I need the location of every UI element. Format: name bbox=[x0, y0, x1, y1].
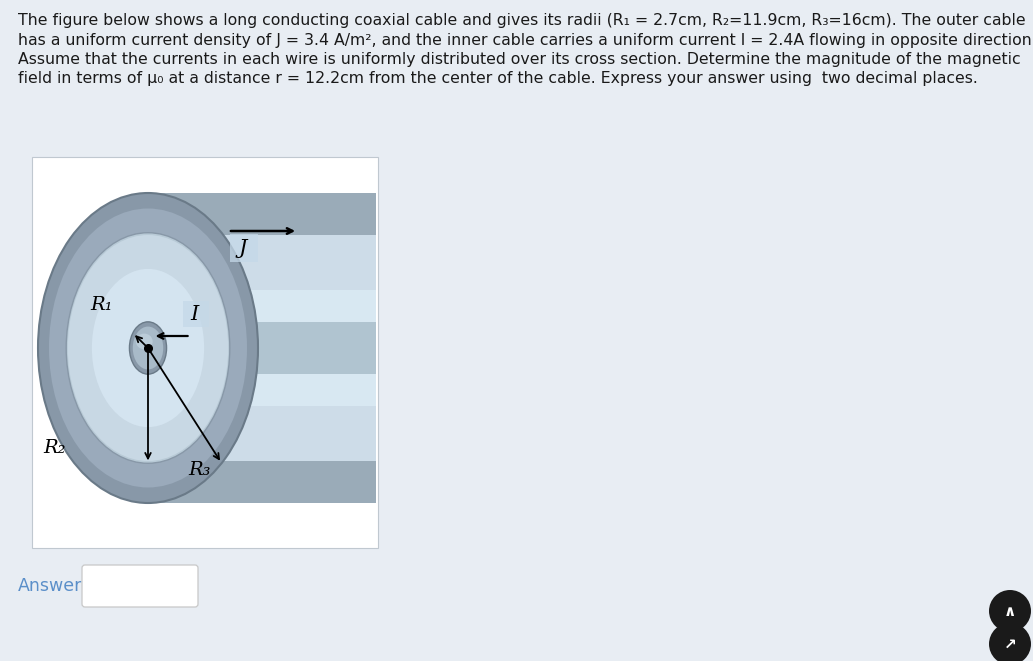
Text: ∧: ∧ bbox=[1004, 603, 1016, 619]
Ellipse shape bbox=[66, 233, 229, 463]
Ellipse shape bbox=[49, 208, 247, 488]
Text: The figure below shows a long conducting coaxial cable and gives its radii (R₁ =: The figure below shows a long conducting… bbox=[18, 13, 1026, 28]
Text: J: J bbox=[239, 239, 247, 258]
Bar bbox=[148, 325, 376, 371]
Text: R₂: R₂ bbox=[43, 440, 65, 457]
Bar bbox=[32, 157, 378, 548]
Ellipse shape bbox=[68, 235, 228, 461]
Ellipse shape bbox=[129, 322, 166, 374]
Text: has a uniform current density of J = 3.4 A/m², and the inner cable carries a uni: has a uniform current density of J = 3.4… bbox=[18, 32, 1033, 48]
Ellipse shape bbox=[92, 269, 205, 427]
Bar bbox=[148, 323, 376, 373]
Text: I: I bbox=[190, 305, 198, 323]
Text: R₁: R₁ bbox=[90, 296, 113, 314]
Bar bbox=[148, 235, 376, 461]
Circle shape bbox=[989, 623, 1031, 661]
Bar bbox=[148, 325, 376, 371]
Bar bbox=[148, 293, 376, 403]
Ellipse shape bbox=[38, 193, 258, 503]
Bar bbox=[148, 461, 376, 503]
Ellipse shape bbox=[136, 334, 153, 349]
Bar bbox=[148, 193, 376, 503]
FancyBboxPatch shape bbox=[183, 301, 209, 327]
Text: R₃: R₃ bbox=[188, 461, 211, 479]
Text: Answer:: Answer: bbox=[18, 577, 88, 595]
Text: Assume that the currents in each wire is uniformly distributed over its cross se: Assume that the currents in each wire is… bbox=[18, 52, 1021, 67]
Ellipse shape bbox=[133, 327, 163, 369]
FancyBboxPatch shape bbox=[230, 234, 258, 262]
Bar bbox=[148, 290, 376, 406]
Bar bbox=[148, 193, 376, 235]
Text: field in terms of μ₀ at a distance r = 12.2cm from the center of the cable. Expr: field in terms of μ₀ at a distance r = 1… bbox=[18, 71, 978, 87]
FancyBboxPatch shape bbox=[82, 565, 198, 607]
Text: ↗: ↗ bbox=[1004, 637, 1016, 652]
Circle shape bbox=[989, 590, 1031, 632]
